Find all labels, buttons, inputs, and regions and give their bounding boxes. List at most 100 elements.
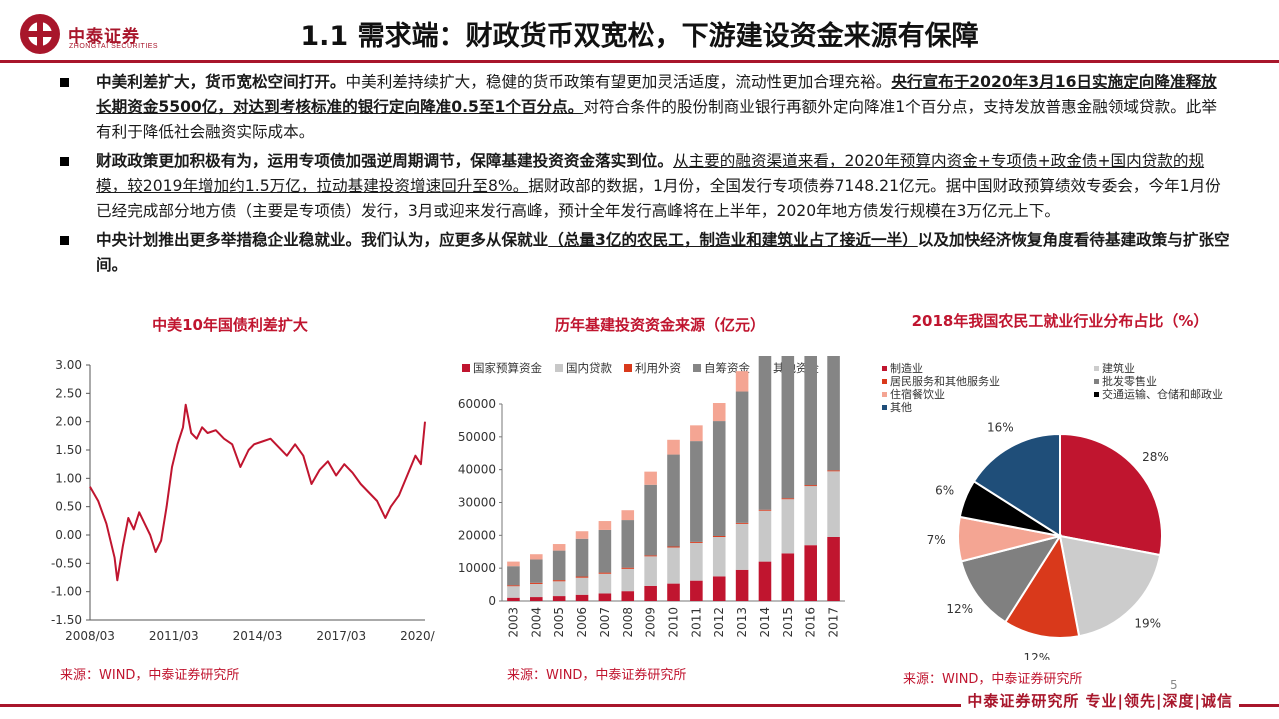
chart-title-migrant: 2018年我国农民工就业行业分布占比（%） xyxy=(911,312,1209,330)
legend-label: 制造业 xyxy=(890,361,923,375)
bar-segment xyxy=(598,529,612,573)
bullet-underlined-text: 从主要的融资渠道来看，2020年预算内资金+专项债+政金债+国内贷款的规模，较2… xyxy=(96,152,1205,195)
bar-segment xyxy=(575,577,589,595)
bar-segment xyxy=(690,425,703,442)
pie-slice xyxy=(1059,432,1163,557)
bar-segment xyxy=(507,585,520,587)
bar-segment xyxy=(598,521,612,530)
x-tick-label: 2003 xyxy=(506,607,520,638)
bar-segment xyxy=(735,391,749,523)
bar-segment xyxy=(644,555,657,557)
legend-label: 利用外资 xyxy=(635,361,681,375)
y-tick-label: 50000 xyxy=(458,430,496,444)
bar-segment xyxy=(712,535,726,537)
bar-segment xyxy=(552,596,566,601)
page-title: 1.1 需求端：财政货币双宽松，下游建设资金来源有保障 xyxy=(300,21,979,52)
legend-label: 其他 xyxy=(890,401,912,414)
pie-slice xyxy=(972,432,1061,538)
bar-segment xyxy=(552,581,566,597)
y-tick-label: 2.50 xyxy=(55,386,82,400)
y-tick-label: 1.00 xyxy=(55,471,82,485)
bar-segment xyxy=(735,523,749,570)
legend-swatch xyxy=(462,364,470,372)
bar-segment xyxy=(507,561,520,567)
bar-segment xyxy=(735,371,749,392)
funding-bar-chart: 国家预算资金 国内贷款 利用外资 自筹资金 其他资金600005000040000300… xyxy=(458,356,845,638)
bar-segment xyxy=(667,439,680,455)
legend-label: 国家预算资金 xyxy=(473,361,542,375)
bar-segment xyxy=(621,591,635,601)
legend-label: 批发零售业 xyxy=(1102,374,1157,388)
y-tick-label: -0.50 xyxy=(51,556,82,570)
x-tick-label: 2011 xyxy=(689,607,703,638)
y-tick-label: 30000 xyxy=(458,496,496,510)
legend-swatch xyxy=(1094,379,1099,384)
x-tick-label: 2010 xyxy=(667,607,681,638)
y-tick-label: 0.00 xyxy=(55,528,82,542)
bar-segment xyxy=(827,536,840,601)
bar-segment xyxy=(827,356,840,471)
bar-segment xyxy=(644,484,657,556)
bar-segment xyxy=(827,471,840,537)
bar-segment xyxy=(552,580,566,582)
bar-segment xyxy=(758,561,772,601)
bar-segment xyxy=(667,583,680,601)
bullet-list: 中美利差扩大，货币宽松空间打开。中美利差持续扩大，稳健的货币政策有望更加灵活适度… xyxy=(60,70,1230,282)
chart-title-funding: 历年基建投资资金来源（亿元） xyxy=(554,316,765,334)
bullet-square-icon xyxy=(60,236,69,245)
bullet-underlined-text: 央行宣布于2020年3月16日实施定向降准释放长期资金5500亿，对达到考核标准… xyxy=(96,73,1217,116)
bar-segment xyxy=(644,471,657,485)
bar-segment xyxy=(530,583,543,598)
pie-data-label: 28% xyxy=(1142,450,1169,464)
bar-segment xyxy=(781,553,795,601)
bar-segment xyxy=(781,356,795,499)
bar-segment xyxy=(575,594,589,601)
legend-swatch xyxy=(555,364,563,372)
legend-swatch xyxy=(693,364,701,372)
pie-slice xyxy=(1003,533,1081,639)
x-tick-label: 2020/03 xyxy=(400,629,435,643)
bullet-square-icon xyxy=(60,157,69,166)
bar-segment xyxy=(804,485,817,487)
y-tick-label: 60000 xyxy=(458,397,496,411)
bar-segment xyxy=(804,356,817,486)
legend-swatch xyxy=(882,392,887,397)
bar-segment xyxy=(575,531,589,539)
bar-segment xyxy=(621,568,635,592)
y-tick-label: -1.50 xyxy=(51,613,82,627)
bullet-underlined-text: （总量3亿的农民工，制造业和建筑业占了接近一半） xyxy=(548,231,918,249)
bar-segment xyxy=(552,544,566,551)
bar-segment xyxy=(827,470,840,472)
bullet-item-monetary: 中美利差扩大，货币宽松空间打开。中美利差持续扩大，稳健的货币政策有望更加灵活适度… xyxy=(60,70,1230,145)
bar-segment xyxy=(758,509,772,511)
x-tick-label: 2008/03 xyxy=(65,629,115,643)
y-tick-label: 40000 xyxy=(458,463,496,477)
y-tick-label: 1.50 xyxy=(55,443,82,457)
y-tick-label: 0.50 xyxy=(55,500,82,514)
y-tick-label: 0 xyxy=(488,594,496,608)
legend-swatch xyxy=(624,364,632,372)
bar-segment xyxy=(804,486,817,546)
spread-line-chart: 3.00 2.50 2.00 1.50 1.00 0.50 0.00 -0.50 -1.00 -1… xyxy=(51,358,435,643)
pie-slice xyxy=(1058,534,1162,638)
bar-segment xyxy=(530,559,543,583)
bar-segment xyxy=(621,520,635,568)
bar-segment xyxy=(575,576,589,578)
x-tick-label: 2015 xyxy=(781,607,795,638)
bar-segment xyxy=(598,572,612,574)
pie-data-label: 6% xyxy=(935,483,954,497)
x-tick-label: 2006 xyxy=(575,607,589,638)
source-note-right: 来源：WIND，中泰证券研究所 xyxy=(903,672,1083,687)
company-logo: 中泰证券 ZHONGTAI SECURITIES xyxy=(18,12,198,56)
pie-data-label: 12% xyxy=(946,602,973,616)
legend-label: 国内贷款 xyxy=(566,361,612,375)
y-tick-label: 20000 xyxy=(458,528,496,542)
logo-mark-icon xyxy=(20,14,60,54)
bar-segment xyxy=(758,356,772,510)
y-tick-label: 3.00 xyxy=(55,358,82,372)
bar-segment xyxy=(507,586,520,598)
x-tick-label: 2017/03 xyxy=(316,629,366,643)
bar-segment xyxy=(690,542,703,581)
bar-segment xyxy=(735,569,749,601)
legend-label: 建筑业 xyxy=(1102,361,1135,375)
